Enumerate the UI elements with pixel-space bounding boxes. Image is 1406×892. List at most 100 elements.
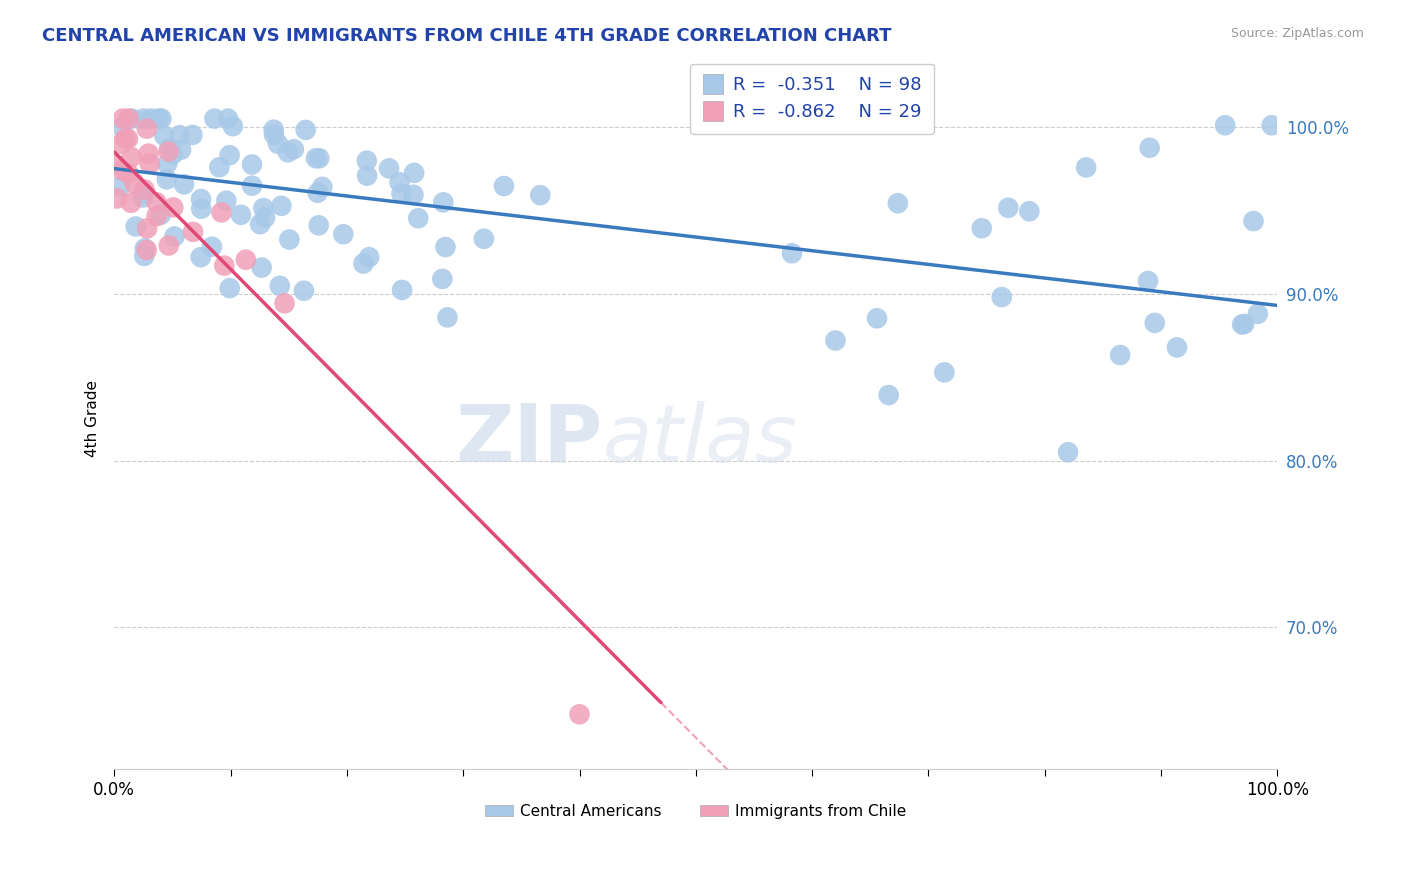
Point [308,151,330,165]
Point [1139,141,1161,155]
Point [270,199,292,213]
Point [1143,316,1166,330]
Point [472,232,495,246]
Point [1137,274,1160,288]
Point [104,157,127,171]
Point [432,272,454,286]
Point [136,221,159,235]
Point [134,183,156,197]
Point [1076,161,1098,175]
Point [332,227,354,242]
Point [391,186,413,201]
Point [157,145,180,159]
Point [214,259,236,273]
Point [866,311,889,326]
Point [229,208,252,222]
Point [1260,118,1282,132]
Legend: Central Americans, Immigrants from Chile: Central Americans, Immigrants from Chile [479,797,912,825]
Point [190,250,212,264]
Point [305,151,328,165]
Point [263,128,285,142]
Text: CENTRAL AMERICAN VS IMMIGRANTS FROM CHILE 4TH GRADE CORRELATION CHART: CENTRAL AMERICAN VS IMMIGRANTS FROM CHIL… [42,27,891,45]
Point [254,211,277,225]
Point [132,190,155,204]
Point [111,163,134,178]
Point [240,157,263,171]
Point [780,246,803,260]
Point [124,177,146,191]
Point [121,150,143,164]
Point [138,146,160,161]
Point [970,221,993,235]
Point [120,195,142,210]
Point [356,153,378,168]
Point [307,186,329,200]
Point [110,179,132,194]
Point [105,191,128,205]
Point [824,334,846,348]
Point [356,169,378,183]
Point [292,284,315,298]
Point [278,233,301,247]
Point [114,131,136,145]
Text: Source: ZipAtlas.com: Source: ZipAtlas.com [1230,27,1364,40]
Point [117,132,139,146]
Point [132,186,155,201]
Point [1247,307,1270,321]
Point [1057,445,1080,459]
Point [1230,318,1253,332]
Point [934,365,956,379]
Point [406,211,429,226]
Point [492,179,515,194]
Point [132,112,155,126]
Point [404,166,426,180]
Point [990,290,1012,304]
Point [308,219,330,233]
Point [529,188,551,202]
Point [148,112,170,126]
Point [1166,340,1188,354]
Text: ZIP: ZIP [456,401,603,479]
Point [222,119,245,133]
Point [378,161,401,176]
Point [267,136,290,151]
Point [157,238,180,252]
Point [215,194,238,208]
Point [240,178,263,193]
Point [156,172,179,186]
Point [134,249,156,263]
Point [173,178,195,192]
Point [252,201,274,215]
Point [294,123,316,137]
Point [249,217,271,231]
Point [134,241,156,255]
Point [181,225,204,239]
Point [201,240,224,254]
Point [273,296,295,310]
Point [124,219,146,234]
Point [391,283,413,297]
Point [162,147,184,161]
Point [269,278,291,293]
Point [283,142,305,156]
Point [250,260,273,275]
Point [359,250,381,264]
Point [568,707,591,722]
Point [145,209,167,223]
Point [352,256,374,270]
Point [118,112,141,126]
Point [150,112,173,126]
Point [153,128,176,143]
Point [997,201,1019,215]
Point [1213,118,1236,132]
Point [170,143,193,157]
Point [1109,348,1132,362]
Point [149,208,172,222]
Point [235,252,257,267]
Point [211,205,233,219]
Point [139,157,162,171]
Point [117,166,139,180]
Point [145,195,167,210]
Point [162,201,184,215]
Point [156,156,179,170]
